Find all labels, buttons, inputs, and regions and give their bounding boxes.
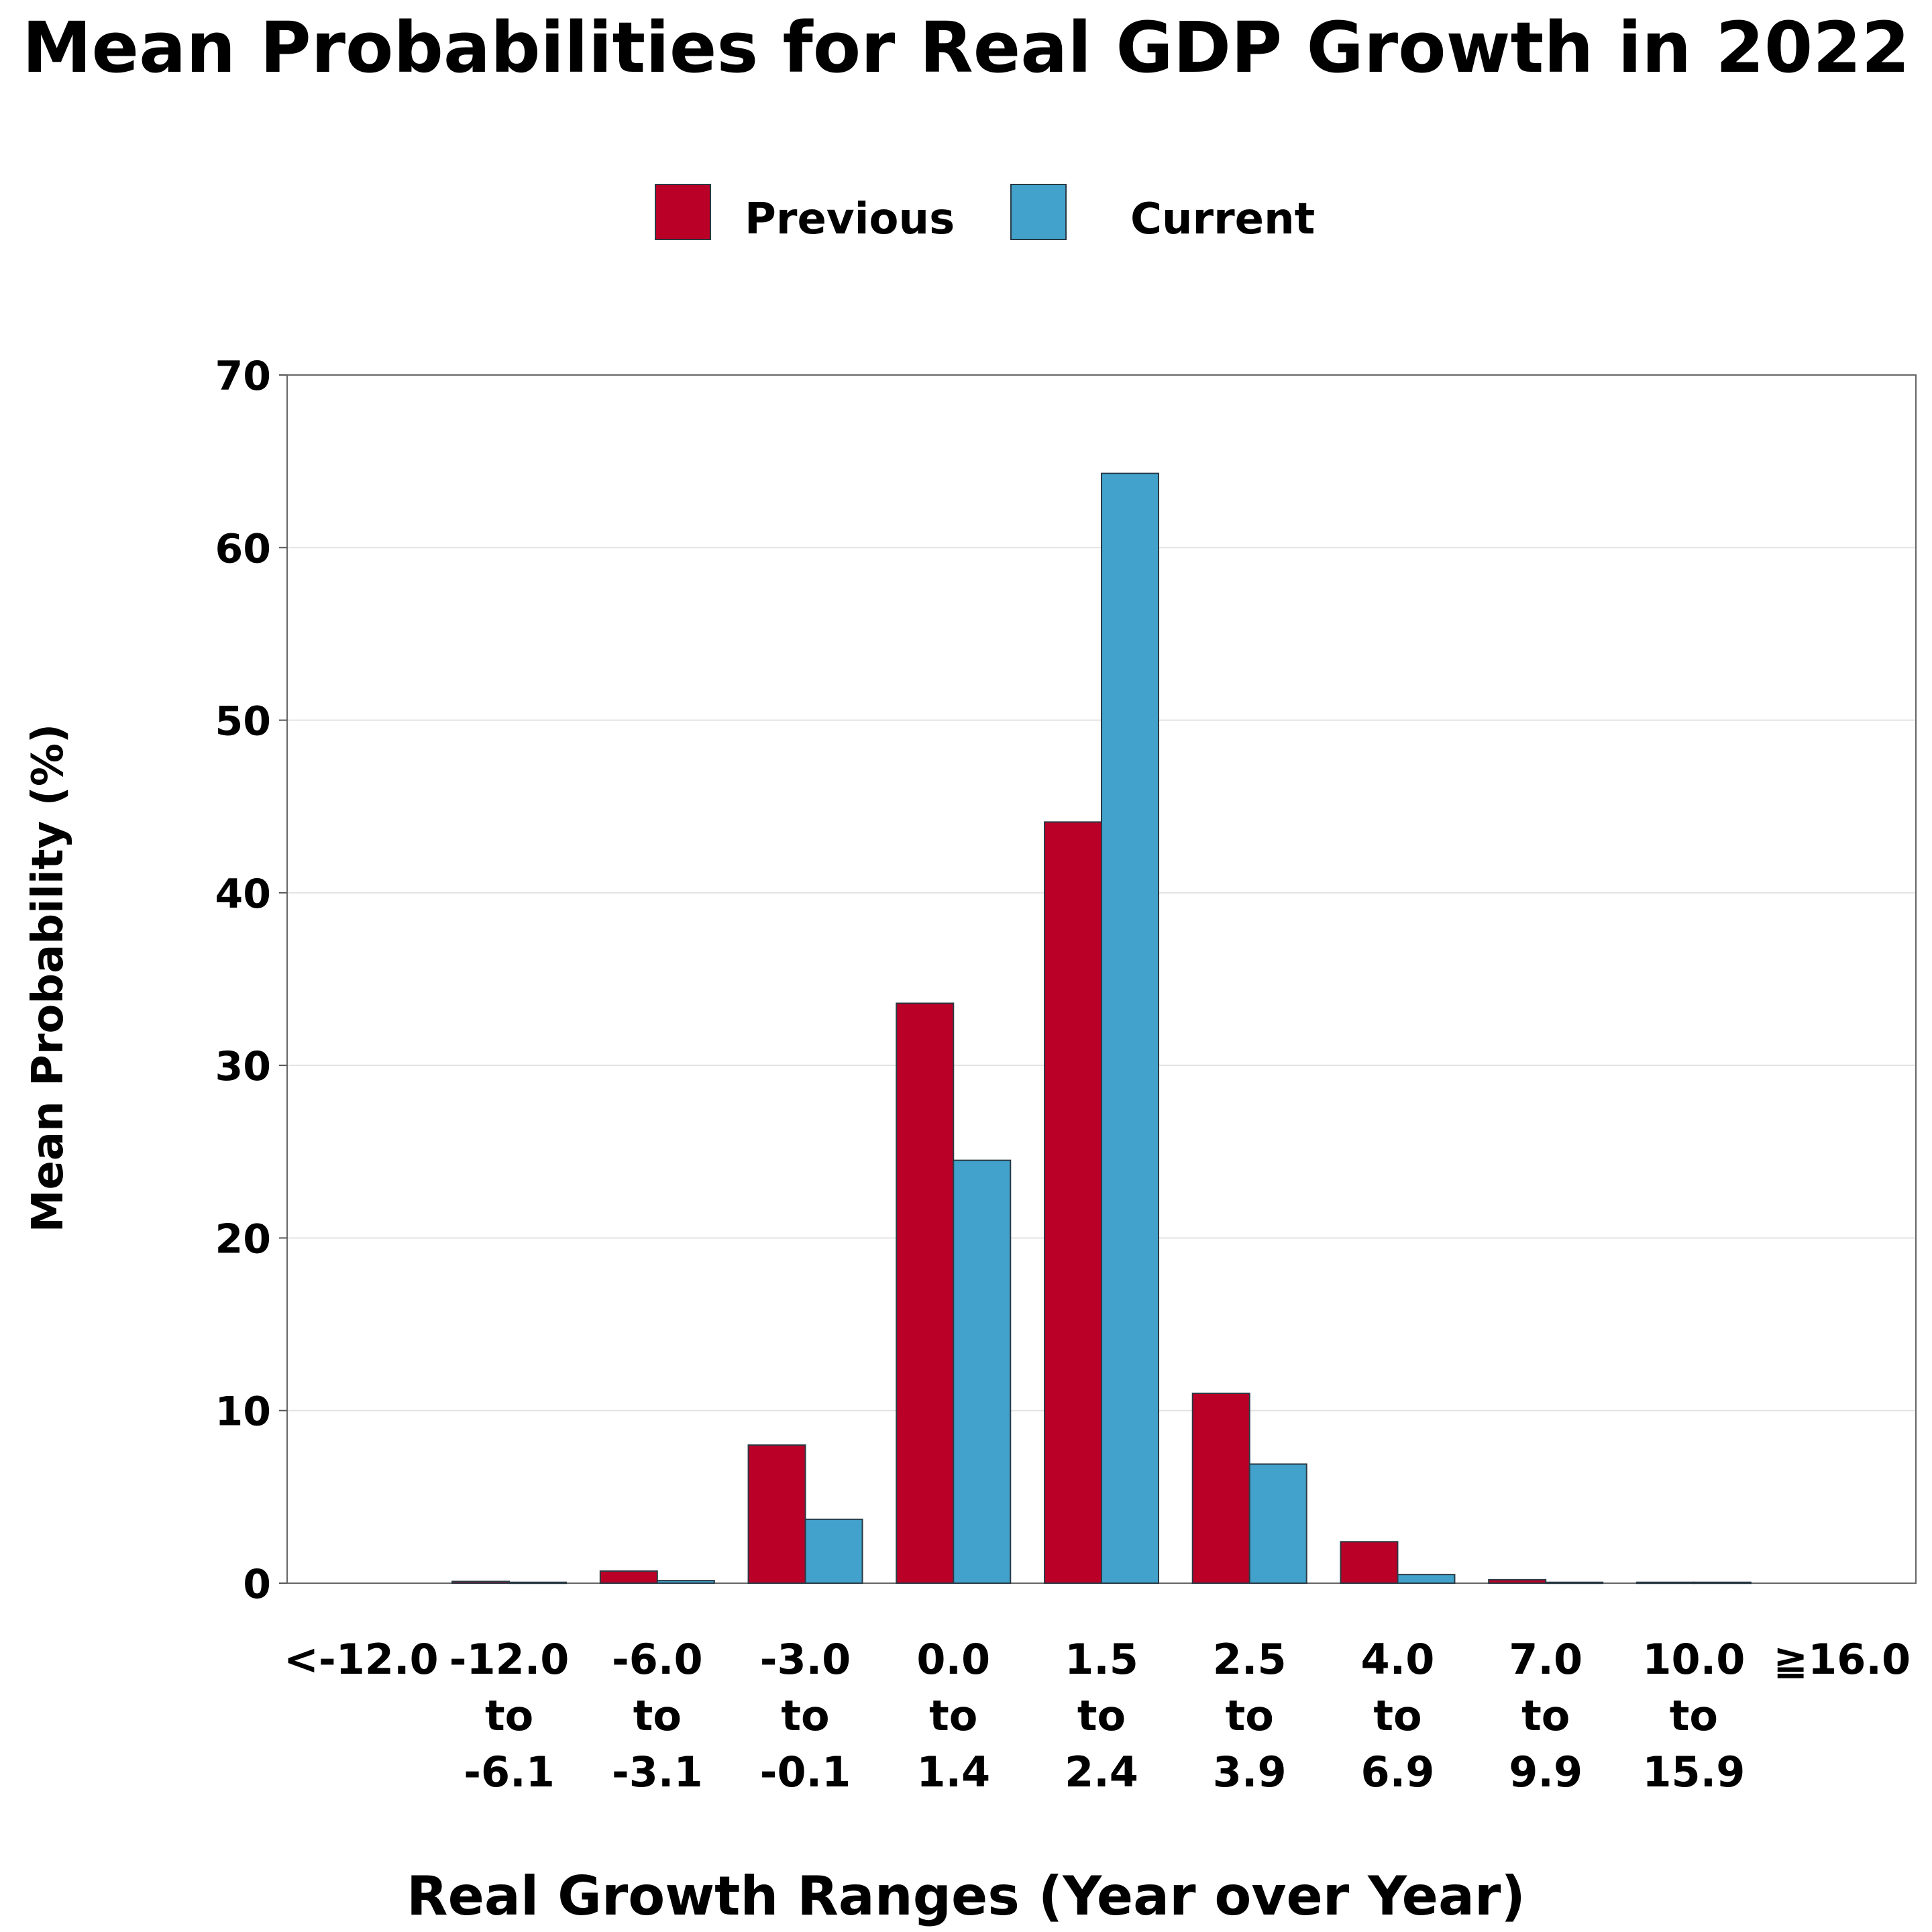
bar-previous-3 xyxy=(747,1444,806,1584)
y-tick-label: 20 xyxy=(215,1216,272,1263)
y-tick-label: 70 xyxy=(215,353,272,400)
bar-current-5 xyxy=(1101,472,1159,1584)
y-tick-label: 30 xyxy=(215,1043,272,1090)
x-tick-label: 4.0 xyxy=(1361,1635,1435,1684)
x-tick-label: 1.4 xyxy=(916,1748,990,1796)
x-tick-label: to xyxy=(1521,1691,1570,1740)
x-axis-title: Real Growth Ranges (Year over Year) xyxy=(407,1865,1525,1927)
bar-current-3 xyxy=(804,1518,863,1584)
x-tick-label: to xyxy=(781,1691,829,1740)
x-tick-label: to xyxy=(929,1691,977,1740)
bar-current-6 xyxy=(1248,1463,1307,1585)
x-tick-label: 10.0 xyxy=(1642,1635,1745,1684)
bar-current-9 xyxy=(1693,1581,1752,1585)
x-tick-label: -6.0 xyxy=(612,1635,703,1684)
y-tick-label: 0 xyxy=(243,1561,271,1608)
x-tick-label: 3.9 xyxy=(1213,1748,1287,1796)
x-tick-label: <-12.0 xyxy=(284,1635,439,1684)
bar-current-7 xyxy=(1397,1574,1456,1585)
legend-label-current: Current xyxy=(1130,195,1316,244)
x-tick-label: to xyxy=(1077,1691,1126,1740)
legend: Previous Current xyxy=(0,181,1932,248)
bar-current-2 xyxy=(656,1580,715,1584)
bar-current-1 xyxy=(508,1581,568,1585)
bar-previous-2 xyxy=(599,1570,658,1584)
legend-swatch-previous xyxy=(655,184,711,240)
x-tick-label: to xyxy=(485,1691,533,1740)
x-tick-label: 2.4 xyxy=(1065,1748,1138,1796)
bar-current-4 xyxy=(953,1159,1012,1584)
legend-swatch-current xyxy=(1010,184,1067,240)
bar-previous-5 xyxy=(1044,821,1102,1584)
bar-previous-6 xyxy=(1191,1392,1250,1584)
chart-title: Mean Probabilities for Real GDP Growth i… xyxy=(22,7,1910,89)
x-tick-label: to xyxy=(1670,1691,1718,1740)
x-tick-label: to xyxy=(1373,1691,1421,1740)
x-tick-label: 2.5 xyxy=(1213,1635,1287,1684)
x-tick-label: to xyxy=(1226,1691,1274,1740)
x-tick-label: to xyxy=(633,1691,682,1740)
x-tick-label: 1.5 xyxy=(1065,1635,1138,1684)
bar-current-8 xyxy=(1545,1581,1604,1585)
x-tick-label: 6.9 xyxy=(1361,1748,1435,1796)
x-tick-label: -0.1 xyxy=(760,1748,851,1796)
bar-previous-4 xyxy=(896,1002,955,1584)
legend-label-previous: Previous xyxy=(745,195,955,244)
x-tick-label: -12.0 xyxy=(449,1635,570,1684)
x-tick-label: ≧16.0 xyxy=(1773,1635,1911,1684)
y-tick-label: 10 xyxy=(215,1389,272,1436)
x-tick-label: 9.9 xyxy=(1509,1748,1582,1796)
bar-previous-8 xyxy=(1488,1578,1547,1584)
y-tick-label: 60 xyxy=(215,525,272,572)
bar-previous-9 xyxy=(1635,1581,1695,1585)
y-tick-label: 40 xyxy=(215,871,272,918)
bar-previous-1 xyxy=(451,1580,511,1585)
bar-previous-7 xyxy=(1340,1541,1399,1585)
x-tick-label: 7.0 xyxy=(1509,1635,1582,1684)
x-tick-label: -3.0 xyxy=(760,1635,851,1684)
x-tick-label: 0.0 xyxy=(916,1635,990,1684)
x-tick-label: -3.1 xyxy=(612,1748,703,1796)
y-tick-label: 50 xyxy=(215,698,272,745)
x-tick-label: -6.1 xyxy=(464,1748,555,1796)
y-axis-title: Mean Probability (%) xyxy=(23,723,73,1233)
x-tick-label: 15.9 xyxy=(1642,1748,1745,1796)
